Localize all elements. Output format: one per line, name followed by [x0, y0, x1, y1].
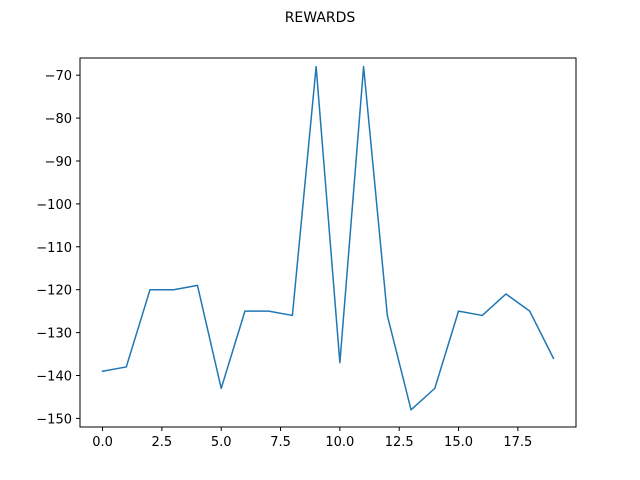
x-tick-label: 5.0 — [211, 435, 232, 450]
x-tick-label: 0.0 — [92, 435, 113, 450]
y-tick-label: −110 — [36, 241, 72, 256]
chart-title: REWARDS — [285, 10, 356, 26]
x-tick-label: 2.5 — [152, 435, 173, 450]
x-axis: 0.0 2.5 5.0 7.5 10.0 12.5 15.0 17.5 — [92, 427, 532, 450]
y-tick-label: −70 — [45, 69, 72, 84]
y-tick-label: −130 — [36, 327, 72, 342]
plot-area-frame — [79, 57, 577, 428]
y-tick-label: −120 — [36, 284, 72, 299]
series-line-0 — [101, 65, 555, 411]
x-tick-label: 12.5 — [385, 435, 414, 450]
x-tick-label: 10.0 — [325, 435, 354, 450]
y-tick-label: −100 — [36, 198, 72, 213]
y-tick-label: −140 — [36, 370, 72, 385]
x-tick-label: 17.5 — [503, 435, 532, 450]
y-tick-label: −90 — [45, 155, 72, 170]
y-axis: −70 −80 −90 −100 −110 −120 −130 −140 −150 — [36, 69, 80, 427]
y-tick-label: −150 — [36, 412, 72, 427]
x-tick-label: 7.5 — [270, 435, 291, 450]
x-tick-label: 15.0 — [444, 435, 473, 450]
y-tick-label: −80 — [45, 112, 72, 127]
